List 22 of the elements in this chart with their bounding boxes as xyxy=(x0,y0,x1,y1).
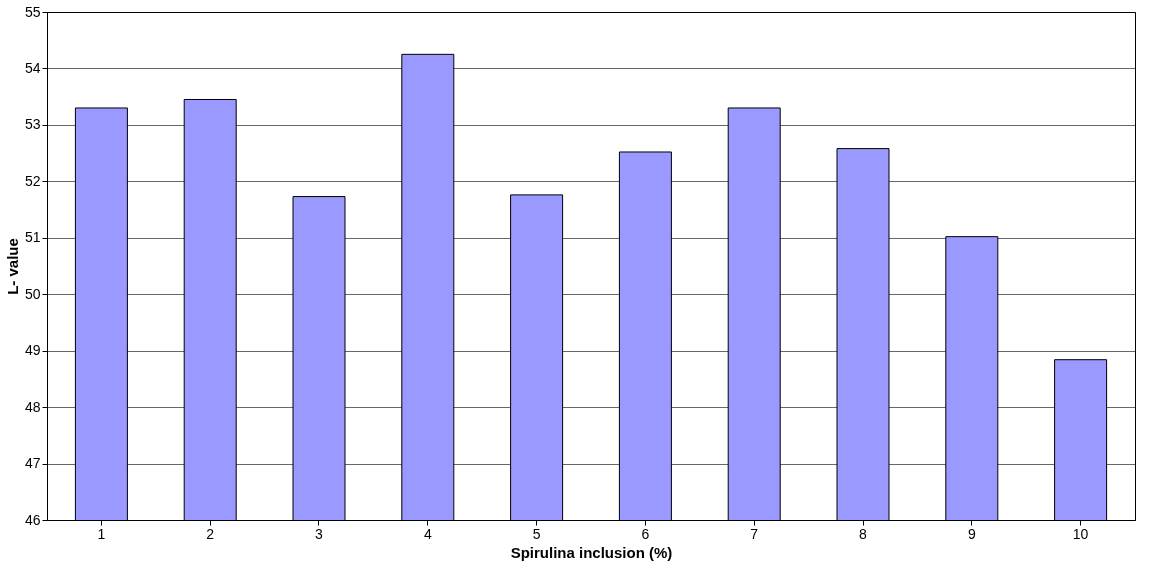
x-tick-label: 9 xyxy=(967,525,976,542)
x-tick-label: 6 xyxy=(641,525,650,542)
y-tick-label: 48 xyxy=(24,398,41,415)
x-tick-label: 1 xyxy=(97,525,106,542)
y-tick-label: 46 xyxy=(24,511,41,528)
y-tick-label: 51 xyxy=(24,229,41,246)
x-tick-label: 5 xyxy=(532,525,541,542)
x-tick-label: 7 xyxy=(750,525,759,542)
y-axis-title: L- value xyxy=(3,238,21,295)
y-tick-label: 49 xyxy=(24,342,41,359)
y-tick-label: 52 xyxy=(24,172,41,189)
x-tick-label: 3 xyxy=(315,525,324,542)
y-tick-label: 53 xyxy=(24,116,41,133)
y-tick-label: 54 xyxy=(24,59,41,76)
y-tick-label: 50 xyxy=(24,285,41,302)
x-tick-label: 8 xyxy=(859,525,868,542)
y-tick-label: 47 xyxy=(24,455,41,472)
x-tick-label: 4 xyxy=(423,525,432,542)
x-tick-label: 10 xyxy=(1072,525,1089,542)
x-axis-title: Spirulina inclusion (%) xyxy=(510,543,673,561)
y-tick-label: 55 xyxy=(24,3,41,20)
x-tick-label: 2 xyxy=(206,525,215,542)
